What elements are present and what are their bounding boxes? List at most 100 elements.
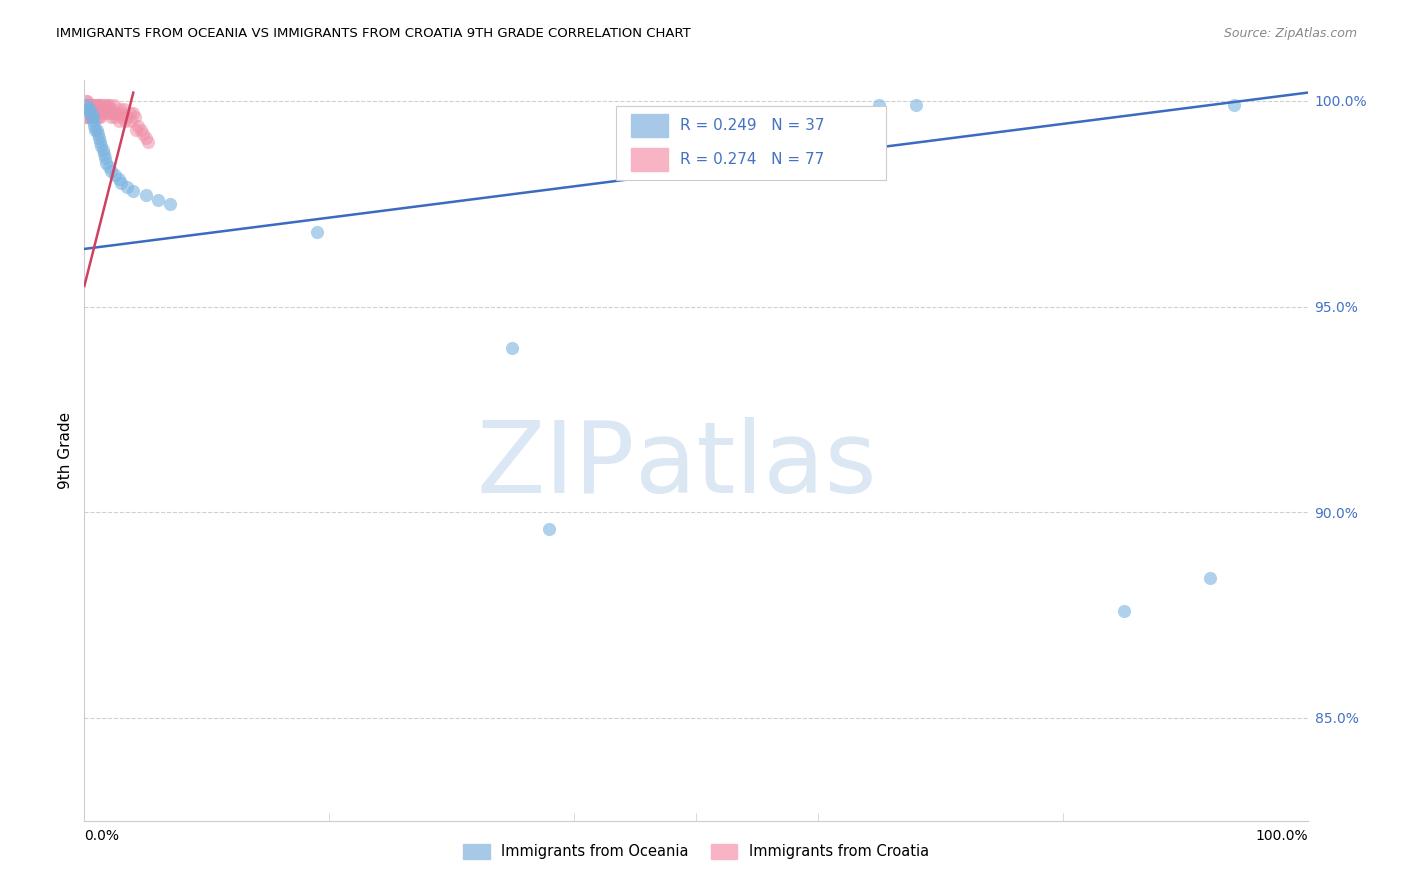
Point <box>101 106 124 120</box>
Bar <box>631 148 668 171</box>
Point <box>103 98 125 112</box>
Point <box>86 98 108 112</box>
Point <box>76 98 98 112</box>
Point <box>80 102 103 116</box>
Point <box>1114 604 1136 618</box>
Point <box>77 98 100 112</box>
Point <box>87 131 110 145</box>
Point <box>114 114 136 128</box>
Point <box>86 110 108 124</box>
Point <box>77 106 100 120</box>
Point <box>79 98 101 112</box>
Point <box>80 106 103 120</box>
Point <box>90 102 112 116</box>
Point <box>87 110 110 124</box>
Point <box>77 102 100 116</box>
Point <box>76 102 98 116</box>
Point <box>77 102 100 116</box>
Point <box>105 106 128 120</box>
Point <box>115 180 138 194</box>
Point <box>75 110 97 124</box>
Point <box>110 106 132 120</box>
Point <box>75 98 97 112</box>
Point <box>82 114 104 128</box>
Point <box>98 102 121 116</box>
Point <box>129 122 152 136</box>
Point <box>76 98 98 112</box>
Point <box>80 110 103 124</box>
Point <box>86 102 108 116</box>
Point <box>118 106 141 120</box>
Point <box>77 106 100 120</box>
Point <box>75 102 97 116</box>
Point <box>77 102 100 116</box>
Point <box>159 196 181 211</box>
Point <box>83 106 105 120</box>
Text: ZIP: ZIP <box>477 417 636 514</box>
Point <box>100 163 122 178</box>
Point <box>86 122 108 136</box>
Point <box>83 102 105 116</box>
Point <box>112 102 135 116</box>
Point <box>107 172 129 186</box>
Y-axis label: 9th Grade: 9th Grade <box>58 412 73 489</box>
Point <box>77 110 100 124</box>
Point <box>87 106 110 120</box>
Point <box>84 98 107 112</box>
Point <box>305 226 328 240</box>
Point <box>135 131 157 145</box>
Point <box>107 114 129 128</box>
Point <box>77 98 100 112</box>
Text: Source: ZipAtlas.com: Source: ZipAtlas.com <box>1223 27 1357 40</box>
Text: IMMIGRANTS FROM OCEANIA VS IMMIGRANTS FROM CROATIA 9TH GRADE CORRELATION CHART: IMMIGRANTS FROM OCEANIA VS IMMIGRANTS FR… <box>56 27 690 40</box>
FancyBboxPatch shape <box>616 106 886 180</box>
Point <box>82 102 104 116</box>
Point <box>87 98 110 112</box>
Point <box>82 98 104 112</box>
Point <box>136 135 159 149</box>
Point <box>104 110 127 124</box>
Point <box>91 106 114 120</box>
Point <box>84 122 107 136</box>
Point <box>1223 98 1246 112</box>
Point <box>94 152 117 166</box>
Point <box>97 160 120 174</box>
Point <box>1198 571 1220 585</box>
Point <box>96 106 118 120</box>
Point <box>82 110 104 124</box>
Point <box>97 106 120 120</box>
Point <box>76 110 98 124</box>
Text: R = 0.249   N = 37: R = 0.249 N = 37 <box>681 118 824 133</box>
Point <box>76 94 98 108</box>
Point <box>91 98 114 112</box>
Point <box>77 98 100 112</box>
Point <box>79 110 101 124</box>
Point <box>110 176 132 190</box>
Point <box>79 98 101 112</box>
Point <box>94 98 117 112</box>
Point <box>89 98 111 112</box>
Point <box>502 341 524 355</box>
Point <box>135 188 157 202</box>
Point <box>91 143 114 157</box>
Legend: Immigrants from Oceania, Immigrants from Croatia: Immigrants from Oceania, Immigrants from… <box>457 838 935 865</box>
Point <box>84 106 107 120</box>
Point <box>97 98 120 112</box>
Point <box>111 110 134 124</box>
Point <box>104 168 127 182</box>
Point <box>127 119 149 133</box>
Point <box>93 102 115 116</box>
Text: 0.0%: 0.0% <box>84 829 120 843</box>
Text: R = 0.274   N = 77: R = 0.274 N = 77 <box>681 152 824 167</box>
Point <box>76 98 98 112</box>
Text: 100.0%: 100.0% <box>1256 829 1308 843</box>
Point <box>79 106 101 120</box>
Point <box>83 119 105 133</box>
Point <box>87 98 110 112</box>
Point <box>75 98 97 112</box>
Point <box>89 110 111 124</box>
Point <box>122 106 145 120</box>
Point <box>75 94 97 108</box>
Point <box>75 106 97 120</box>
Bar <box>631 113 668 137</box>
